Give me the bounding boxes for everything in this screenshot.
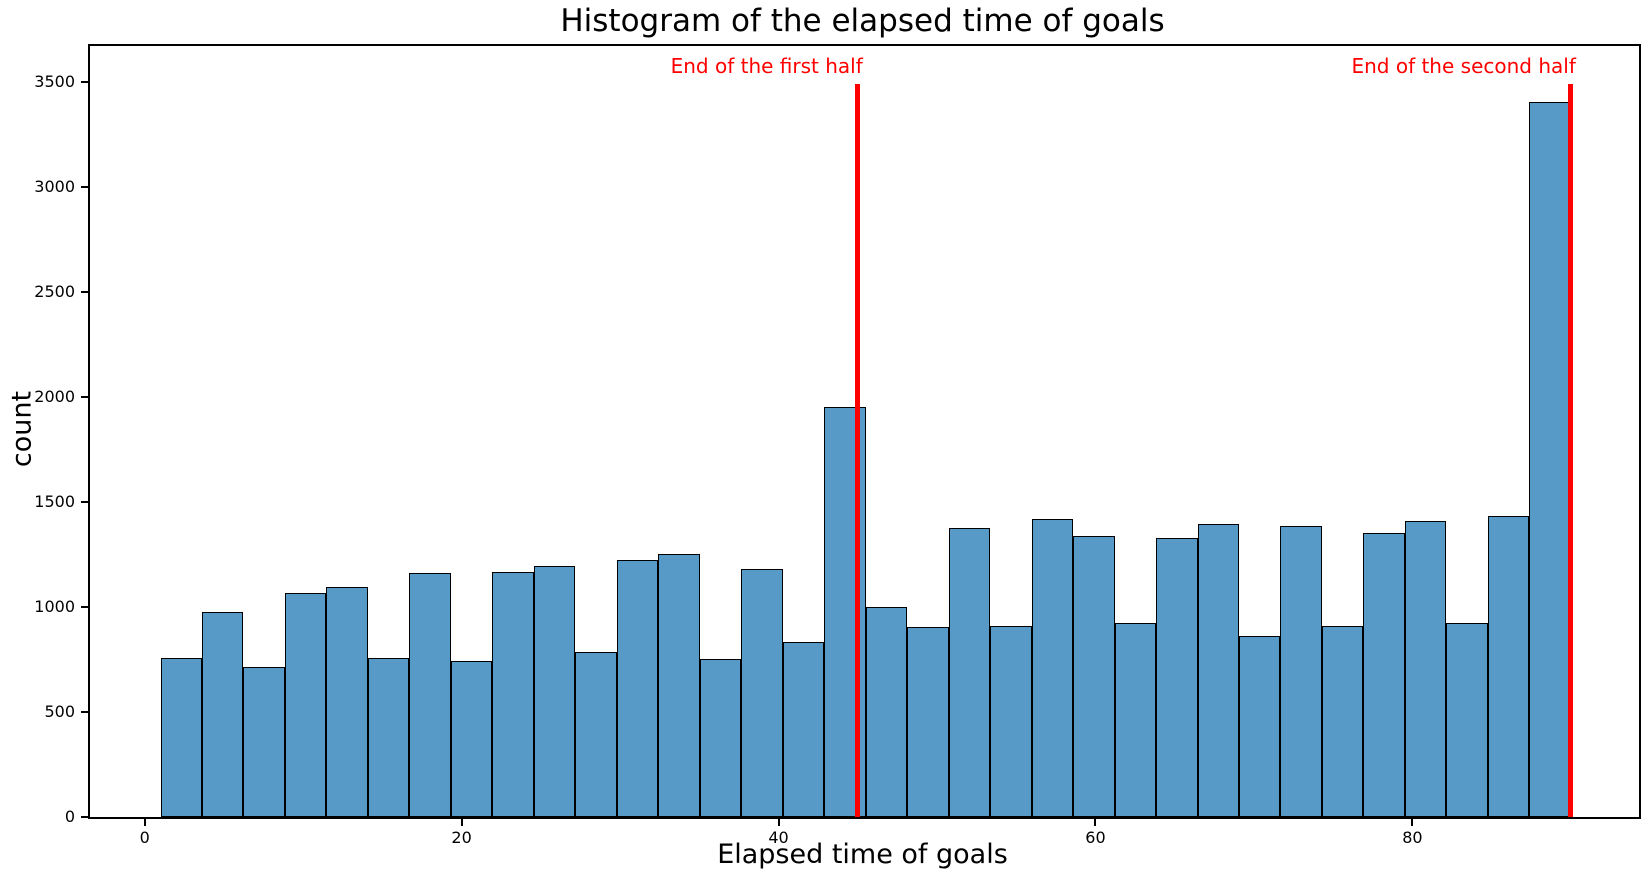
- y-axis-ticks: 0 500 1000 1500 2000 2500 3000 3500: [34, 46, 1639, 826]
- x-tick-label: 80: [1402, 828, 1423, 847]
- x-tick-mark: [460, 819, 463, 826]
- reference-vline: [1568, 84, 1574, 817]
- histogram-bar: [1321, 625, 1364, 817]
- y-tick-mark: [81, 290, 88, 293]
- histogram-bar: [1156, 537, 1198, 817]
- y-tick-label: 1000: [34, 596, 75, 616]
- y-tick-mark: [81, 395, 88, 398]
- histogram-bar: [367, 658, 410, 817]
- y-tick-label: 3000: [34, 176, 75, 196]
- reference-vline: [855, 84, 861, 817]
- vline-annotation: End of the second half: [1351, 54, 1576, 78]
- histogram-bar: [1114, 622, 1157, 817]
- x-tick-mark: [1411, 819, 1414, 826]
- x-axis-label: Elapsed time of goals: [717, 839, 1008, 870]
- y-tick-mark: [81, 185, 88, 188]
- y-tick-mark: [81, 500, 88, 503]
- histogram-bar: [616, 559, 659, 817]
- histogram-bar: [907, 626, 949, 817]
- y-axis-label: count: [6, 390, 38, 468]
- histogram-bar: [492, 572, 534, 817]
- histogram-bar: [326, 587, 368, 817]
- histogram-bar: [243, 666, 285, 817]
- histogram-bar: [201, 612, 244, 817]
- histogram-bar: [1446, 622, 1488, 817]
- x-tick-label: 60: [1085, 828, 1106, 847]
- vline-annotation: End of the first half: [670, 54, 863, 78]
- x-tick-label: 20: [451, 828, 472, 847]
- histogram-bar: [1073, 535, 1115, 817]
- histogram-bar: [533, 566, 576, 817]
- y-tick-label: 3500: [34, 71, 75, 91]
- x-tick-label: 40: [768, 828, 789, 847]
- histogram-bar: [1363, 533, 1405, 817]
- histogram-bar: [782, 641, 825, 817]
- y-tick-label: 0: [64, 807, 75, 826]
- x-axis-ticks: 0 20 40 60 80: [90, 46, 1639, 847]
- histogram-bar: [1487, 515, 1530, 817]
- histogram-bar: [450, 660, 493, 817]
- histogram-bar: [699, 659, 742, 817]
- plot-area: End of the first half End of the second h…: [34, 44, 1641, 847]
- y-tick-mark: [81, 816, 88, 818]
- histogram-bar: [948, 528, 991, 817]
- histogram-bar: [575, 652, 617, 817]
- bars-layer: [90, 46, 1639, 817]
- x-tick-label: 0: [139, 828, 150, 847]
- x-tick-mark: [1094, 819, 1097, 826]
- histogram-bar: [1280, 526, 1322, 817]
- histogram-bar: [1529, 101, 1571, 817]
- chart-title: Histogram of the elapsed time of goals: [560, 3, 1165, 39]
- x-tick-mark: [143, 819, 146, 826]
- histogram-bar: [284, 593, 327, 817]
- histogram-bar: [865, 606, 908, 817]
- y-tick-label: 2000: [34, 386, 75, 406]
- x-tick-mark: [777, 819, 780, 826]
- annotations-layer: End of the first half End of the second h…: [90, 46, 1639, 817]
- y-tick-mark: [81, 80, 88, 83]
- histogram-bar: [658, 554, 700, 817]
- vlines-layer: [90, 46, 1639, 817]
- y-tick-label: 2500: [34, 281, 75, 301]
- y-tick-label: 1500: [34, 491, 75, 511]
- histogram-bar: [741, 569, 783, 817]
- histogram-bar: [1404, 520, 1447, 817]
- histogram-bar: [1238, 636, 1281, 817]
- histogram-bar: [990, 625, 1032, 817]
- histogram-bar: [160, 658, 202, 817]
- y-tick-mark: [81, 710, 88, 713]
- histogram-bar: [1197, 524, 1239, 817]
- y-tick-mark: [81, 605, 88, 608]
- histogram-bar: [1031, 518, 1074, 817]
- histogram-bar: [409, 573, 451, 817]
- y-tick-label: 500: [44, 701, 75, 721]
